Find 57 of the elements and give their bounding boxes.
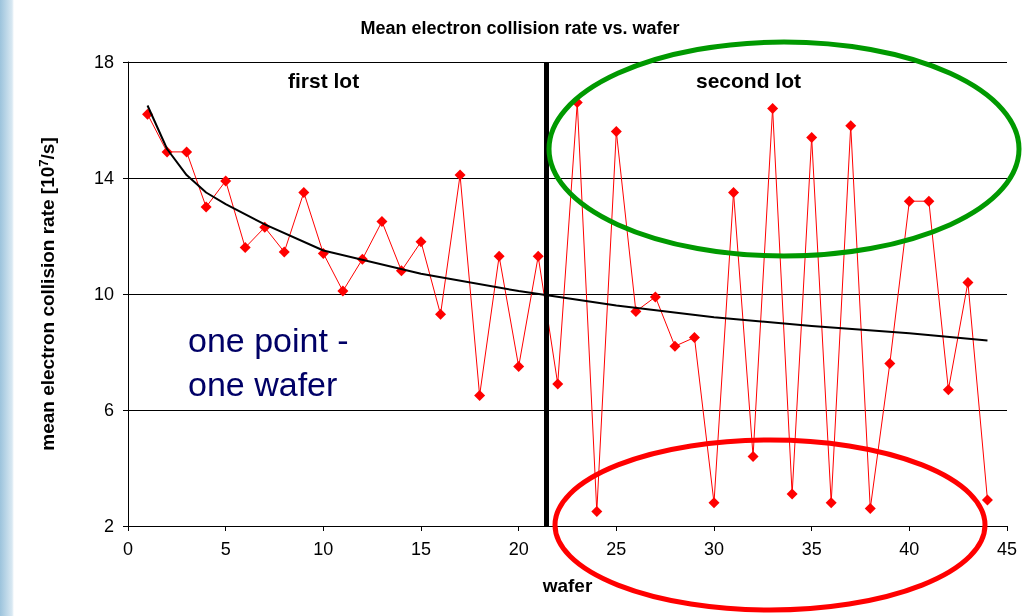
point	[923, 195, 935, 207]
y-tick-label: 10	[93, 284, 114, 304]
point	[903, 195, 915, 207]
point	[688, 332, 700, 343]
point	[962, 276, 974, 288]
y-axis-title: mean electron collision rate [107/s]	[36, 137, 58, 451]
annotation: one point - one wafer	[188, 321, 359, 403]
point	[474, 390, 486, 401]
y-tick-label: 6	[103, 400, 114, 420]
annotation: second lot	[696, 69, 802, 92]
point	[337, 285, 349, 297]
point	[728, 187, 740, 198]
x-tick-label: 15	[410, 539, 432, 559]
point	[806, 131, 818, 143]
x-tick-label: 10	[313, 539, 334, 559]
point	[493, 250, 505, 262]
point	[415, 236, 427, 248]
point	[981, 494, 993, 506]
x-tick-label: 5	[220, 539, 231, 559]
point	[610, 126, 622, 138]
x-tick-label: 30	[703, 539, 725, 559]
point	[649, 291, 661, 303]
y-tick-label: 14	[93, 168, 114, 188]
point	[220, 175, 232, 187]
y-tick-label: 2	[103, 516, 114, 536]
point	[747, 450, 759, 462]
x-tick-label: 40	[899, 539, 920, 559]
point	[181, 146, 193, 158]
point	[513, 361, 525, 372]
x-tick-label: 35	[801, 539, 822, 559]
x-axis-title: wafer	[541, 575, 593, 596]
point	[864, 503, 876, 515]
x-tick-label: 45	[996, 539, 1018, 559]
point	[200, 201, 212, 213]
point	[376, 216, 388, 227]
point	[278, 246, 290, 258]
point	[532, 250, 544, 262]
point	[845, 120, 857, 132]
point	[454, 169, 466, 181]
point	[669, 340, 681, 352]
point	[786, 488, 798, 500]
point	[298, 187, 310, 198]
point	[767, 102, 779, 114]
point	[591, 506, 603, 517]
chart-title: Mean electron collision rate vs. wafer	[360, 18, 680, 38]
point	[825, 497, 837, 509]
point	[942, 384, 954, 396]
point	[239, 242, 251, 254]
x-tick-label: 0	[122, 539, 134, 559]
annotation: first lot	[288, 69, 360, 92]
point	[435, 308, 447, 320]
y-tick-label: 18	[93, 52, 114, 72]
x-tick-label: 25	[606, 539, 627, 559]
point	[552, 378, 564, 390]
x-tick-label: 20	[508, 539, 529, 559]
point	[884, 358, 896, 370]
point	[708, 497, 720, 509]
